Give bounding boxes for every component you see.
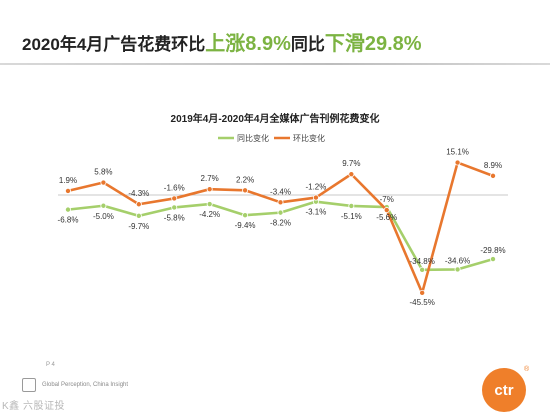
headline-prefix: 2020年4月广告花费环比 bbox=[22, 35, 206, 54]
data-point-s0-10 bbox=[419, 266, 426, 273]
footer-brand: Global Perception, China Insight bbox=[22, 378, 128, 392]
data-point-s1-7 bbox=[312, 194, 319, 201]
headline-up-value: 8.9% bbox=[245, 33, 291, 55]
data-point-s1-1 bbox=[100, 179, 107, 186]
data-point-s1-10 bbox=[419, 289, 426, 296]
data-label-s1-2: -4.3% bbox=[128, 189, 149, 198]
registered-mark: ® bbox=[524, 366, 530, 373]
headline-middle: 同比 bbox=[290, 35, 325, 54]
data-label-s1-4: 2.7% bbox=[201, 174, 219, 183]
data-label-s1-12: 8.9% bbox=[484, 161, 502, 170]
data-point-s1-5 bbox=[242, 187, 249, 194]
data-label-s1-8: 9.7% bbox=[342, 159, 360, 168]
data-point-s0-12 bbox=[489, 256, 496, 263]
data-point-s0-2 bbox=[135, 212, 142, 219]
data-point-s0-6 bbox=[277, 209, 284, 216]
data-point-s0-1 bbox=[100, 202, 107, 209]
data-point-s1-8 bbox=[348, 171, 355, 178]
data-point-s1-12 bbox=[489, 172, 496, 179]
data-point-s1-11 bbox=[454, 159, 461, 166]
data-label-s0-12: -29.8% bbox=[480, 246, 505, 255]
data-label-s1-11: 15.1% bbox=[446, 148, 469, 157]
data-label-s1-5: 2.2% bbox=[236, 175, 254, 184]
data-label-s0-2: -9.7% bbox=[128, 222, 149, 231]
data-label-s0-0: -6.8% bbox=[58, 216, 79, 225]
data-point-s1-9 bbox=[383, 207, 390, 214]
chart-title: 2019年4月-2020年4月全媒体广告刊例花费变化 bbox=[171, 112, 380, 125]
data-point-s0-4 bbox=[206, 201, 213, 208]
legend-label-1: 环比变化 bbox=[293, 133, 325, 143]
page-number: P 4 bbox=[46, 362, 55, 368]
data-point-s0-8 bbox=[348, 202, 355, 209]
ctr-logo: ctr bbox=[482, 368, 526, 412]
data-label-s1-9: -7% bbox=[380, 195, 394, 204]
data-label-s0-7: -3.1% bbox=[305, 208, 326, 217]
data-point-s1-4 bbox=[206, 186, 213, 193]
data-point-s0-5 bbox=[242, 212, 249, 219]
data-point-s1-2 bbox=[135, 201, 142, 208]
watermark: K鑫 六股证投 bbox=[2, 401, 65, 412]
headline-down-value: 29.8% bbox=[364, 33, 422, 55]
chart-legend: 同比变化 环比变化 bbox=[218, 133, 325, 143]
data-point-s1-6 bbox=[277, 199, 284, 206]
title-divider bbox=[0, 63, 550, 65]
data-label-s0-8: -5.1% bbox=[341, 212, 362, 221]
data-label-s1-10: -45.5% bbox=[409, 298, 434, 307]
data-label-s1-0: 1.9% bbox=[59, 176, 77, 185]
data-label-s0-9: -5.6% bbox=[376, 213, 397, 222]
data-label-s0-6: -8.2% bbox=[270, 219, 291, 228]
headline-down-word: 下滑 bbox=[324, 33, 365, 55]
ctr-mark-icon bbox=[22, 378, 36, 392]
legend-label-0: 同比变化 bbox=[237, 133, 269, 143]
data-label-s1-1: 5.8% bbox=[94, 168, 112, 177]
footer-tagline: Global Perception, China Insight bbox=[42, 382, 129, 388]
headline-up-word: 上涨 bbox=[205, 33, 246, 55]
data-label-s1-7: -1.2% bbox=[305, 183, 326, 192]
data-point-s0-11 bbox=[454, 266, 461, 273]
data-label-s1-6: -3.4% bbox=[270, 187, 291, 196]
data-point-s0-3 bbox=[171, 204, 178, 211]
data-label-s0-11: -34.6% bbox=[445, 256, 470, 265]
data-point-s1-3 bbox=[171, 195, 178, 202]
data-label-s0-4: -4.2% bbox=[199, 210, 220, 219]
data-label-s0-5: -9.4% bbox=[235, 221, 256, 230]
data-point-s0-0 bbox=[65, 206, 72, 213]
data-label-s1-3: -1.6% bbox=[164, 183, 185, 192]
headline: 2020年4月广告花费环比上涨8.9%同比下滑29.8% bbox=[22, 32, 422, 57]
data-point-s1-0 bbox=[65, 187, 72, 194]
data-label-s0-3: -5.8% bbox=[164, 213, 185, 222]
data-label-s0-10: -34.8% bbox=[409, 257, 434, 266]
data-label-s0-1: -5.0% bbox=[93, 212, 114, 221]
